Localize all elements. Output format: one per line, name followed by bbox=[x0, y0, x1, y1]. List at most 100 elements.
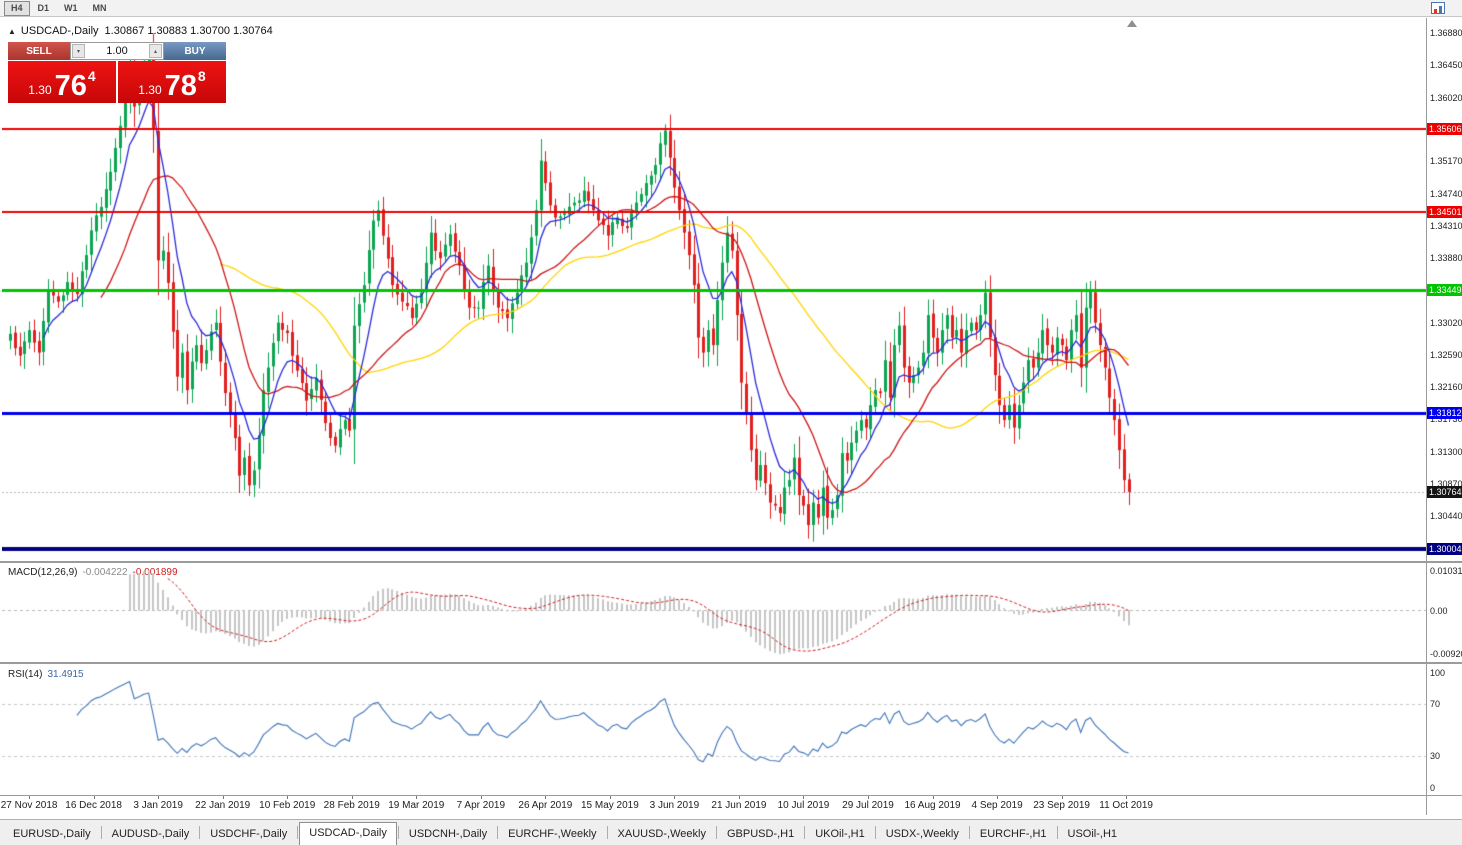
time-axis-label: 23 Sep 2019 bbox=[1033, 800, 1090, 811]
timeframe-button-h4[interactable]: H4 bbox=[4, 0, 30, 16]
macd-axis-label: 0.010311 bbox=[1430, 566, 1462, 576]
time-axis-tick bbox=[868, 796, 869, 799]
time-axis-tick bbox=[222, 796, 224, 799]
price-axis-label: 1.34740 bbox=[1430, 188, 1462, 199]
one-click-toggle-icon[interactable]: ▲ bbox=[8, 27, 16, 36]
time-axis-label: 16 Dec 2018 bbox=[65, 800, 122, 811]
macd-axis-label: -0.009202 bbox=[1430, 649, 1462, 659]
chart-tab-xauusd-weekly[interactable]: XAUUSD-,Weekly bbox=[617, 828, 706, 840]
price-axis-label: 1.36020 bbox=[1430, 92, 1462, 103]
buy-price-big-digits: 78 bbox=[164, 70, 197, 102]
chart-tab-usoil-h1[interactable]: USOil-,H1 bbox=[1067, 828, 1118, 840]
timeframe-toolbar: H4 D1 W1 MN bbox=[0, 0, 1462, 17]
sell-price-prefix: 1.30 bbox=[28, 83, 52, 97]
time-axis-tick bbox=[158, 796, 160, 799]
pane-splitter-rsi[interactable] bbox=[0, 662, 1462, 664]
chart-ohlc-values: 1.30867 1.30883 1.30700 1.30764 bbox=[104, 25, 273, 37]
rsi-panel-canvas[interactable] bbox=[2, 666, 1426, 794]
time-axis-label: 27 Nov 2018 bbox=[0, 800, 58, 811]
time-axis-label: 28 Feb 2019 bbox=[323, 800, 380, 811]
timeframe-button-mn[interactable]: MN bbox=[92, 2, 107, 13]
buy-button[interactable]: BUY bbox=[164, 42, 226, 60]
buy-price-pipette: 8 bbox=[197, 68, 206, 84]
price-axis-label: 1.30870 bbox=[1430, 478, 1462, 489]
timeframe-button-w1[interactable]: W1 bbox=[64, 2, 78, 13]
macd-axis-label: 0.00 bbox=[1430, 605, 1448, 616]
sell-button[interactable]: SELL bbox=[8, 42, 70, 60]
time-axis-label: 16 Aug 2019 bbox=[904, 800, 961, 811]
buy-price-tile[interactable]: 1.30 78 8 bbox=[118, 61, 226, 103]
price-axis-label: 1.33880 bbox=[1430, 253, 1462, 264]
sell-price-pipette: 4 bbox=[87, 68, 96, 84]
time-axis-label: 19 Mar 2019 bbox=[388, 800, 445, 811]
chart-tab-eurusd-daily[interactable]: EURUSD-,Daily bbox=[13, 828, 91, 840]
time-axis-tick bbox=[1061, 796, 1063, 799]
time-axis-tick bbox=[997, 796, 999, 799]
time-axis-label: 15 May 2019 bbox=[580, 800, 639, 811]
time-axis-label: 22 Jan 2019 bbox=[195, 800, 251, 811]
chart-tab-usdcnh-daily[interactable]: USDCNH-,Daily bbox=[408, 828, 488, 840]
time-axis-tick bbox=[287, 796, 289, 799]
time-axis-tick bbox=[351, 796, 353, 799]
pane-splitter-macd[interactable] bbox=[0, 561, 1462, 563]
tab-divider bbox=[874, 826, 876, 839]
level-price-badge: 1.34501 bbox=[1427, 205, 1462, 218]
volume-input[interactable]: ▾ 1.00 ▴ bbox=[70, 42, 164, 60]
chart-shift-marker[interactable] bbox=[1127, 20, 1137, 27]
chart-tab-eurchf-h1[interactable]: EURCHF-,H1 bbox=[979, 828, 1047, 840]
tab-divider bbox=[606, 826, 608, 839]
tab-divider bbox=[715, 826, 717, 839]
price-chart-canvas[interactable] bbox=[2, 20, 1426, 560]
chart-tab-usdx-weekly[interactable]: USDX-,Weekly bbox=[885, 828, 959, 840]
rsi-axis-label: 70 bbox=[1430, 699, 1441, 710]
price-axis-label: 1.34310 bbox=[1430, 220, 1462, 231]
time-axis-tick bbox=[609, 796, 611, 799]
tab-divider bbox=[297, 826, 299, 839]
volume-value: 1.00 bbox=[106, 45, 128, 57]
time-axis-label: 21 Jun 2019 bbox=[711, 800, 767, 811]
sell-price-big-digits: 76 bbox=[54, 70, 87, 102]
time-axis-tick bbox=[93, 796, 95, 799]
one-click-trading-panel: SELL ▾ 1.00 ▴ BUY 1.30 76 4 1.30 78 8 bbox=[8, 42, 226, 103]
chart-tab-ukoil-h1[interactable]: UKOil-,H1 bbox=[815, 828, 865, 840]
time-axis-label: 26 Apr 2019 bbox=[518, 800, 573, 811]
timeframe-button-d1[interactable]: D1 bbox=[37, 2, 50, 13]
time-axis-tick bbox=[674, 796, 676, 799]
price-axis-label: 1.36880 bbox=[1430, 28, 1462, 39]
time-axis-label: 10 Feb 2019 bbox=[259, 800, 316, 811]
buy-price-prefix: 1.30 bbox=[138, 83, 162, 97]
chart-tab-usdcad-daily[interactable]: USDCAD-,Daily bbox=[299, 822, 397, 845]
volume-up-button[interactable]: ▴ bbox=[149, 44, 162, 58]
time-axis-label: 3 Jan 2019 bbox=[133, 800, 183, 811]
volume-down-button[interactable]: ▾ bbox=[72, 44, 85, 58]
tab-divider bbox=[804, 826, 806, 839]
time-axis-tick bbox=[738, 796, 740, 799]
price-axis-label: 1.30440 bbox=[1430, 511, 1462, 522]
price-axis-label: 1.33020 bbox=[1430, 317, 1462, 328]
chart-window-icon[interactable] bbox=[1431, 2, 1445, 14]
tab-divider bbox=[497, 826, 499, 839]
price-axis-separator bbox=[1426, 18, 1427, 815]
rsi-axis-label: 30 bbox=[1430, 750, 1441, 761]
tab-divider bbox=[1056, 826, 1058, 839]
price-axis-label: 1.35170 bbox=[1430, 156, 1462, 167]
chart-tab-gbpusd-h1[interactable]: GBPUSD-,H1 bbox=[726, 828, 795, 840]
price-axis-label: 1.36450 bbox=[1430, 60, 1462, 71]
rsi-axis-label: 100 bbox=[1430, 668, 1446, 678]
tab-divider bbox=[199, 826, 201, 839]
time-axis-label: 4 Sep 2019 bbox=[971, 800, 1023, 811]
time-axis-separator bbox=[0, 795, 1462, 796]
tab-divider bbox=[397, 826, 399, 839]
macd-panel-canvas[interactable] bbox=[2, 564, 1426, 661]
bottom-strip bbox=[0, 815, 1462, 819]
chart-tab-eurchf-weekly[interactable]: EURCHF-,Weekly bbox=[508, 828, 597, 840]
chart-tab-audusd-daily[interactable]: AUDUSD-,Daily bbox=[111, 828, 190, 840]
sell-price-tile[interactable]: 1.30 76 4 bbox=[8, 61, 116, 103]
time-axis-tick bbox=[416, 796, 418, 799]
current-price-badge: 1.30764 bbox=[1427, 485, 1462, 498]
time-axis-tick bbox=[803, 796, 805, 799]
time-axis-label: 29 Jul 2019 bbox=[842, 800, 894, 811]
chart-tab-usdchf-daily[interactable]: USDCHF-,Daily bbox=[210, 828, 288, 840]
time-axis-tick bbox=[1126, 796, 1128, 799]
level-price-badge: 1.35606 bbox=[1427, 122, 1462, 135]
